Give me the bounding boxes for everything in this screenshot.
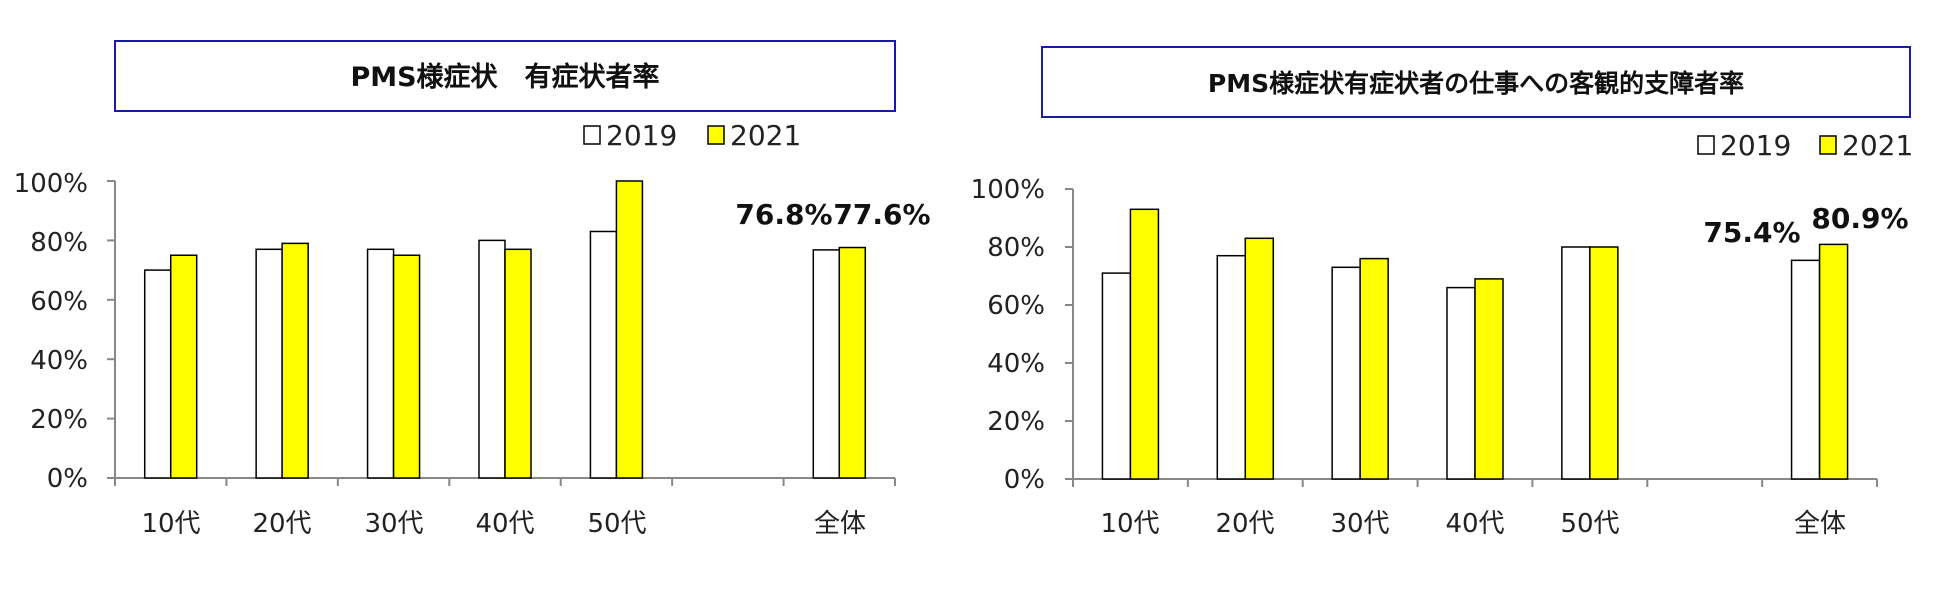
chart-right-title-box <box>1041 46 1911 118</box>
chart-left-legend-swatch-2021 <box>707 125 725 145</box>
chart-left-ytick-20: 20% <box>30 405 88 435</box>
chart-left-legend-swatch-2019 <box>583 125 601 145</box>
chart-right-bar-2021-0 <box>1129 208 1160 480</box>
bars-layer <box>107 180 1878 487</box>
chart-right-bar-2019-0 <box>1101 272 1132 480</box>
chart-left-bar-2021-4 <box>615 180 644 479</box>
chart-left-ytick-80: 80% <box>30 228 88 258</box>
chart-left: PMS様症状 有症状者率 2019 2021 0% 20% 40% 60% 80… <box>14 40 931 539</box>
chart-left-bar-2019-6 <box>812 249 841 479</box>
chart-left-bar-2019-4 <box>589 230 618 479</box>
chart-left-bar-2019-3 <box>478 239 506 479</box>
chart-left-bar-2019-0 <box>143 269 172 479</box>
chart-left-cat-20: 20代 <box>252 509 311 539</box>
chart-left-ytick-100: 100% <box>14 169 88 199</box>
chart-right-annotation-2021: 80.9% <box>1811 202 1908 235</box>
chart-right-cat-50: 50代 <box>1560 509 1619 539</box>
chart-right-cat-30: 30代 <box>1330 509 1389 539</box>
chart-left-bar-2021-0 <box>169 254 198 479</box>
chart-left-title-box <box>114 40 896 112</box>
chart-left-legend-2019: 2019 <box>606 119 677 152</box>
chart-right-legend-swatch-2019 <box>1697 135 1715 155</box>
chart-left-cat-30: 30代 <box>364 509 423 539</box>
chart-left-ytick-40: 40% <box>30 346 88 376</box>
chart-right-bar-2021-2 <box>1359 257 1389 480</box>
chart-left-bar-2021-6 <box>838 246 867 479</box>
chart-right-bar-2021-3 <box>1474 278 1504 480</box>
chart-right-annotation-2019: 75.4% <box>1703 216 1800 249</box>
chart-right-title: PMS様症状有症状者の仕事への客観的支障者率 <box>1208 69 1744 98</box>
chart-right-ytick-20: 20% <box>987 407 1045 437</box>
chart-right-bar-2021-1 <box>1244 237 1275 480</box>
chart-right-ytick-60: 60% <box>987 291 1045 321</box>
chart-left-annotation-2021: 77.6% <box>833 198 930 231</box>
chart-left-bar-2019-2 <box>366 248 395 479</box>
chart-right-bar-2021-4 <box>1589 246 1619 480</box>
chart-right-bar-2019-4 <box>1561 246 1591 480</box>
chart-right-bar-2021-6 <box>1818 243 1849 480</box>
chart-left-bar-2021-3 <box>504 248 532 479</box>
chart-right-cat-10: 10代 <box>1100 509 1159 539</box>
chart-right-legend-2019: 2019 <box>1720 129 1791 162</box>
chart-right-bar-2019-3 <box>1446 286 1476 480</box>
chart-left-annotation-2019: 76.8% <box>735 198 832 231</box>
chart-left-legend-2021: 2021 <box>730 119 801 152</box>
chart-left-bar-2021-1 <box>281 242 309 479</box>
chart-left-cat-all: 全体 <box>814 509 866 539</box>
chart-left-ytick-0: 0% <box>47 464 88 494</box>
chart-left-bar-2021-2 <box>392 254 421 479</box>
chart-right: PMS様症状有症状者の仕事への客観的支障者率 2019 2021 0% 20% … <box>971 46 1913 539</box>
chart-right-cat-40: 40代 <box>1445 509 1504 539</box>
chart-left-cat-10: 10代 <box>141 509 200 539</box>
chart-right-ytick-100: 100% <box>971 175 1045 205</box>
chart-right-cat-20: 20代 <box>1215 509 1274 539</box>
chart-left-bar-2019-1 <box>255 248 283 479</box>
chart-right-legend-swatch-2021 <box>1819 135 1837 155</box>
chart-right-ytick-0: 0% <box>1004 465 1045 495</box>
chart-left-cat-40: 40代 <box>475 509 534 539</box>
chart-right-cat-all: 全体 <box>1794 509 1846 539</box>
chart-right-bar-2019-6 <box>1790 259 1821 480</box>
chart-right-bar-2019-2 <box>1331 266 1361 480</box>
chart-right-legend-2021: 2021 <box>1842 129 1913 162</box>
chart-right-ytick-80: 80% <box>987 233 1045 263</box>
chart-left-ytick-60: 60% <box>30 287 88 317</box>
chart-right-bar-2019-1 <box>1216 254 1247 480</box>
chart-right-ytick-40: 40% <box>987 349 1045 379</box>
chart-left-cat-50: 50代 <box>587 509 646 539</box>
chart-left-title: PMS様症状 有症状者率 <box>350 61 659 93</box>
